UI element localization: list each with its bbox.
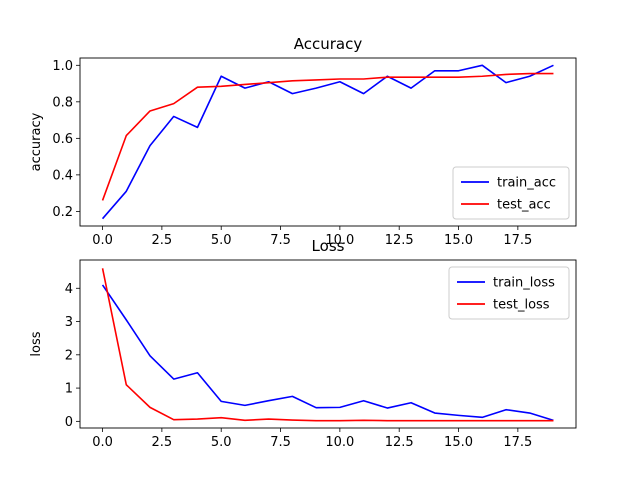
y-tick-label: 0.4 <box>52 168 73 183</box>
x-tick-label: 0.0 <box>92 435 113 450</box>
axes-frame <box>79 57 577 227</box>
x-tick-label: 10.0 <box>325 233 354 248</box>
legend-box <box>448 266 570 320</box>
y-tick-label: 2 <box>65 348 73 363</box>
legend-label-train_acc: train_acc <box>497 176 556 191</box>
legend-box <box>452 166 570 220</box>
x-tick-label: 2.5 <box>152 435 173 450</box>
x-tick-label: 12.5 <box>385 435 414 450</box>
y-axis-label: loss <box>29 331 44 356</box>
y-axis-label: accuracy <box>29 112 44 171</box>
legend: train_loss test_loss <box>448 266 570 320</box>
series-line-train_loss <box>101 284 554 422</box>
chart-panel-2: Loss loss 0.0 2.5 5.0 7.5 10.0 12.5 15.0 17.5 0 1 2 3… <box>29 237 577 450</box>
chart-title: Loss <box>312 237 345 255</box>
y-tick-label: 0.8 <box>52 95 73 110</box>
x-tick-label: 5.0 <box>211 233 232 248</box>
y-tick-label: 0.2 <box>52 205 73 220</box>
legend-label-train_loss: train_loss <box>493 276 555 291</box>
legend-label-test_acc: test_acc <box>497 198 551 213</box>
x-tick-label: 5.0 <box>211 435 232 450</box>
series-line-test_acc <box>101 72 554 201</box>
legend: train_acc test_acc <box>452 166 570 220</box>
x-tick-label: 10.0 <box>325 435 354 450</box>
x-tick-label: 15.0 <box>444 233 473 248</box>
y-tick-label: 3 <box>65 315 73 330</box>
y-tick-label: 0.6 <box>52 132 73 147</box>
x-tick-label: 2.5 <box>152 233 173 248</box>
y-tick-label: 4 <box>65 282 73 297</box>
legend-label-test_loss: test_loss <box>493 298 550 313</box>
y-tick-label: 0 <box>65 415 73 430</box>
y-tick-label: 1 <box>65 382 73 397</box>
chart-title: Accuracy <box>294 35 363 53</box>
y-tick-label: 1.0 <box>52 59 73 74</box>
series-line-train_acc <box>101 64 554 220</box>
axes-frame <box>79 259 577 429</box>
x-tick-label: 0.0 <box>92 233 113 248</box>
x-tick-label: 15.0 <box>444 435 473 450</box>
series-line-test_loss <box>101 268 554 422</box>
x-tick-label: 17.5 <box>503 233 532 248</box>
x-tick-label: 12.5 <box>385 233 414 248</box>
x-tick-label: 7.5 <box>270 435 291 450</box>
x-tick-label: 17.5 <box>503 435 532 450</box>
chart-panel-1: Accuracy accuracy 0.0 2.5 5.0 7.5 10.0 12.5 15.0… <box>29 35 577 248</box>
x-tick-label: 7.5 <box>270 233 291 248</box>
